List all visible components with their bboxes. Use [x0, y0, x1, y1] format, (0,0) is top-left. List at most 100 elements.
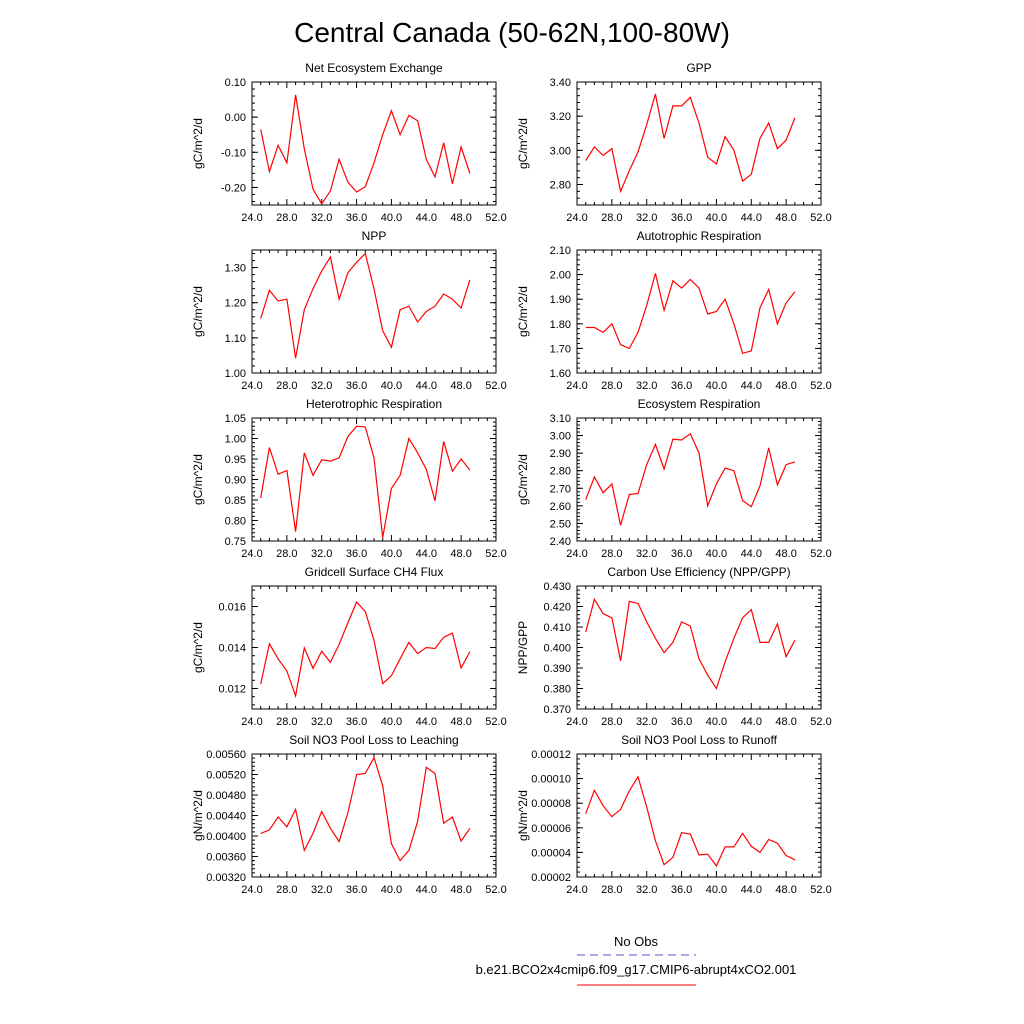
x-tick-label: 28.0 [276, 212, 297, 224]
y-tick-label: 0.014 [218, 643, 246, 655]
y-tick-label: 3.40 [550, 77, 571, 89]
x-tick-label: 24.0 [241, 548, 262, 560]
y-tick-label: 0.00480 [206, 790, 246, 802]
x-tick-label: 32.0 [636, 212, 657, 224]
x-tick-label: 24.0 [566, 884, 587, 896]
panel-title: Carbon Use Efficiency (NPP/GPP) [607, 565, 790, 579]
x-tick-label: 36.0 [671, 548, 692, 560]
x-tick-label: 28.0 [276, 548, 297, 560]
panel-title: Ecosystem Respiration [638, 397, 761, 411]
x-tick-label: 40.0 [381, 884, 402, 896]
series-line [585, 273, 796, 355]
x-tick-label: 48.0 [450, 212, 471, 224]
y-tick-label: 1.10 [225, 333, 246, 345]
x-tick-label: 32.0 [311, 884, 332, 896]
x-tick-label: 36.0 [671, 212, 692, 224]
x-tick-label: 28.0 [601, 380, 622, 392]
y-tick-label: 0.420 [543, 602, 571, 614]
y-tick-label: 3.00 [550, 145, 571, 157]
y-axis-label: gC/m^2/d [191, 286, 205, 337]
panel-3: Autotrophic Respiration gC/m^2/d 24.0 28.0 3… [516, 229, 832, 392]
series-line [260, 94, 471, 206]
panel-1: GPP gC/m^2/d 24.0 28.0 32.0 36.0 40.0 44.0 48.0 5… [516, 61, 832, 224]
y-tick-label: 2.40 [550, 536, 571, 548]
x-tick-label: 24.0 [241, 380, 262, 392]
panel-8: Soil NO3 Pool Loss to Leaching gN/m^2/d 24… [191, 733, 507, 896]
x-tick-label: 48.0 [450, 716, 471, 728]
y-tick-label: 1.00 [225, 368, 246, 380]
x-tick-label: 52.0 [485, 548, 506, 560]
y-tick-label: -0.10 [221, 147, 246, 159]
x-tick-label: 32.0 [636, 548, 657, 560]
x-tick-label: 52.0 [810, 380, 831, 392]
y-tick-label: 2.90 [550, 448, 571, 460]
x-tick-label: 48.0 [775, 716, 796, 728]
panel-6: Gridcell Surface CH4 Flux gC/m^2/d 24.0 28.… [191, 565, 507, 728]
y-axis-label: gC/m^2/d [516, 454, 530, 505]
y-tick-label: 0.00006 [531, 823, 571, 835]
y-tick-label: 0.380 [543, 684, 571, 696]
x-tick-label: 28.0 [276, 884, 297, 896]
x-tick-label: 52.0 [810, 548, 831, 560]
y-tick-label: 0.00360 [206, 852, 246, 864]
y-tick-label: 0.00440 [206, 811, 246, 823]
panel-2: NPP gC/m^2/d 24.0 28.0 32.0 36.0 40.0 44.0 48.0 5… [191, 229, 507, 392]
x-tick-label: 40.0 [381, 380, 402, 392]
panel-0: Net Ecosystem Exchange gC/m^2/d 24.0 28.0 32… [191, 61, 507, 224]
panel-4: Heterotrophic Respiration gC/m^2/d 24.0 28.… [191, 397, 507, 560]
chart-panels: Net Ecosystem Exchange gC/m^2/d 24.0 28.0 32… [191, 61, 832, 896]
x-tick-label: 28.0 [276, 380, 297, 392]
y-tick-label: 0.80 [225, 516, 246, 528]
x-tick-label: 44.0 [416, 212, 437, 224]
x-tick-label: 24.0 [566, 548, 587, 560]
x-tick-label: 24.0 [241, 884, 262, 896]
x-tick-label: 32.0 [311, 548, 332, 560]
y-axis-label: gC/m^2/d [516, 118, 530, 169]
x-tick-label: 52.0 [810, 212, 831, 224]
y-tick-label: 1.70 [550, 343, 571, 355]
x-tick-label: 44.0 [416, 884, 437, 896]
y-tick-label: 0.00 [225, 112, 246, 124]
x-tick-label: 40.0 [706, 380, 727, 392]
x-tick-label: 28.0 [601, 884, 622, 896]
x-tick-label: 40.0 [706, 716, 727, 728]
y-tick-label: 2.10 [550, 245, 571, 257]
x-tick-label: 52.0 [810, 884, 831, 896]
y-tick-label: 0.00008 [531, 798, 571, 810]
legend: No Obs b.e21.BCO2x4cmip6.f09_g17.CMIP6-a… [476, 934, 796, 986]
x-tick-label: 32.0 [311, 380, 332, 392]
x-tick-label: 24.0 [241, 716, 262, 728]
y-tick-label: 0.95 [225, 454, 246, 466]
y-tick-label: 0.012 [218, 684, 246, 696]
y-tick-label: 2.50 [550, 518, 571, 530]
y-tick-label: 2.60 [550, 501, 571, 513]
x-tick-label: 44.0 [416, 716, 437, 728]
x-tick-label: 32.0 [636, 380, 657, 392]
series-line [260, 600, 471, 699]
series-line [585, 775, 796, 868]
y-axis-label: gC/m^2/d [191, 622, 205, 673]
x-tick-label: 44.0 [741, 380, 762, 392]
x-tick-label: 52.0 [810, 716, 831, 728]
y-tick-label: 0.00010 [531, 774, 571, 786]
main-title: Central Canada (50-62N,100-80W) [294, 17, 730, 48]
x-tick-label: 32.0 [311, 716, 332, 728]
y-axis-label: gN/m^2/d [516, 790, 530, 841]
panel-title: Net Ecosystem Exchange [305, 61, 443, 75]
y-tick-label: 0.016 [218, 602, 246, 614]
y-tick-label: 1.05 [225, 413, 246, 425]
y-axis-label: NPP/GPP [516, 621, 530, 674]
plot-frame [576, 585, 822, 710]
y-tick-label: 0.00004 [531, 847, 571, 859]
y-tick-label: 0.430 [543, 581, 571, 593]
y-axis-label: gC/m^2/d [516, 286, 530, 337]
y-tick-label: 0.410 [543, 622, 571, 634]
y-tick-label: 0.85 [225, 495, 246, 507]
panel-7: Carbon Use Efficiency (NPP/GPP) NPP/GPP 24… [516, 565, 832, 728]
x-tick-label: 28.0 [601, 716, 622, 728]
x-tick-label: 40.0 [706, 884, 727, 896]
x-tick-label: 52.0 [485, 380, 506, 392]
x-tick-label: 32.0 [311, 212, 332, 224]
x-tick-label: 48.0 [775, 884, 796, 896]
y-tick-label: 1.80 [550, 319, 571, 331]
